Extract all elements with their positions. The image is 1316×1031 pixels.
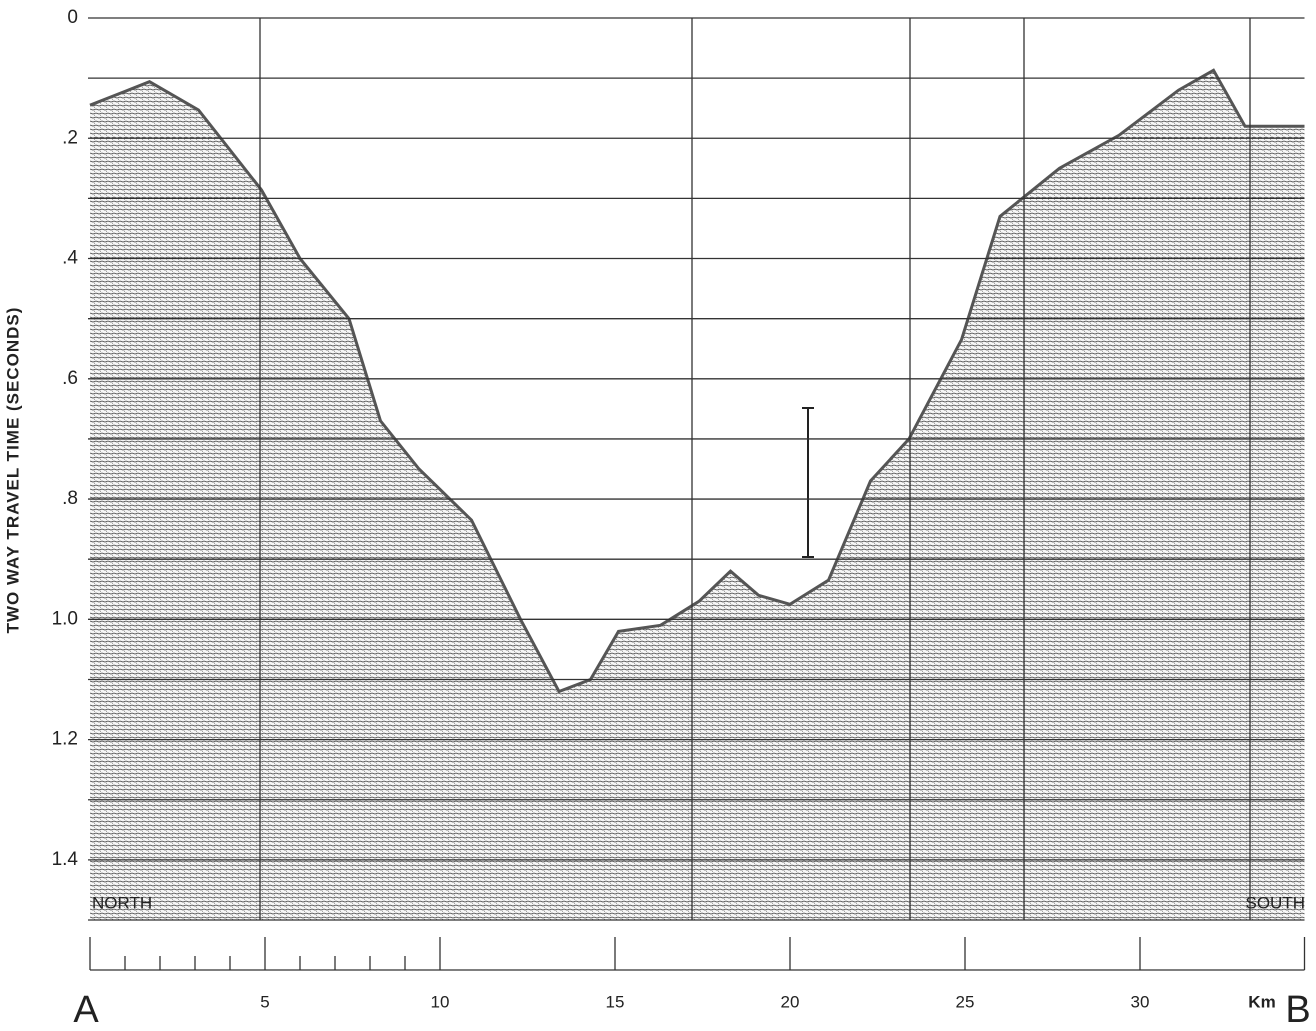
- direction-label: SOUTH: [1246, 893, 1306, 912]
- end-label: A: [73, 989, 99, 1031]
- x-tick-label: 5: [260, 992, 269, 1011]
- y-tick-label: 1.0: [52, 608, 78, 629]
- end-label: B: [1285, 989, 1310, 1031]
- x-tick-label: 30: [1131, 992, 1150, 1011]
- y-tick-label: .6: [62, 368, 78, 389]
- y-tick-label: .4: [62, 248, 78, 269]
- y-axis-label: TWO WAY TRAVEL TIME (SECONDS): [3, 307, 22, 634]
- x-tick-label: 10: [431, 992, 450, 1011]
- x-tick-label: 20: [781, 992, 800, 1011]
- scale-bar: [802, 408, 814, 557]
- direction-label: NORTH: [92, 893, 152, 912]
- x-tick-label: 25: [956, 992, 975, 1011]
- x-tick-label: 15: [606, 992, 625, 1011]
- y-tick-label: 0: [67, 7, 78, 28]
- y-tick-label: .8: [62, 488, 78, 509]
- x-unit: Km: [1248, 992, 1275, 1011]
- y-tick-label: 1.2: [52, 729, 78, 750]
- seismic-profile: TWO WAY TRAVEL TIME (SECONDS) NORTH SOUT…: [0, 0, 1316, 1031]
- y-tick-label: .2: [62, 127, 78, 148]
- y-tick-label: 1.4: [52, 849, 79, 870]
